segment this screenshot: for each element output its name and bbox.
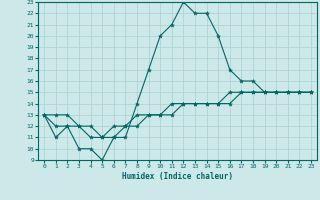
X-axis label: Humidex (Indice chaleur): Humidex (Indice chaleur) [122,172,233,181]
